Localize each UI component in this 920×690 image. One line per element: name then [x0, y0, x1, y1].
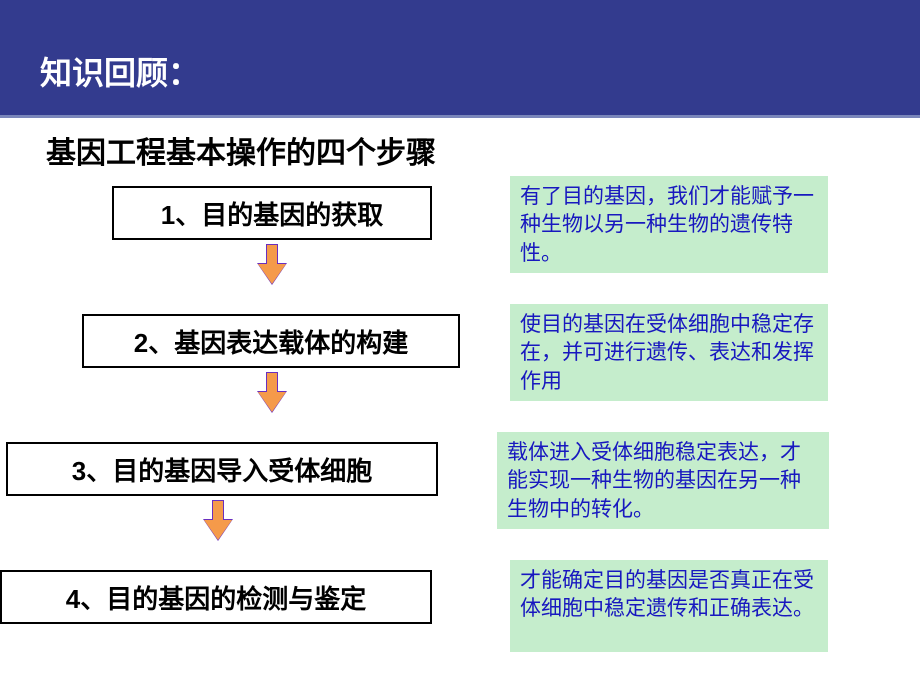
desc-box-3: 载体进入受体细胞稳定表达，才能实现一种生物的基因在另一种生物中的转化。 [497, 432, 829, 529]
desc-box-1: 有了目的基因，我们才能赋予一种生物以另一种生物的遗传特性。 [510, 176, 828, 273]
banner-title: 知识回顾： [40, 48, 920, 94]
step-box-4: 4、目的基因的检测与鉴定 [0, 570, 432, 624]
down-arrow-icon [206, 500, 230, 542]
desc-box-4: 才能确定目的基因是否真正在受体细胞中稳定遗传和正确表达。 [510, 560, 828, 652]
desc-text: 使目的基因在受体细胞中稳定存在，并可进行遗传、表达和发挥作用 [520, 312, 814, 393]
step-label: 4、目的基因的检测与鉴定 [66, 579, 366, 616]
page-subtitle: 基因工程基本操作的四个步骤 [46, 128, 920, 172]
desc-text: 载体进入受体细胞稳定表达，才能实现一种生物的基因在另一种生物中的转化。 [507, 440, 801, 521]
desc-text: 才能确定目的基因是否真正在受体细胞中稳定遗传和正确表达。 [520, 568, 814, 620]
step-box-1: 1、目的基因的获取 [112, 186, 432, 240]
step-label: 2、基因表达载体的构建 [134, 323, 408, 360]
step-label: 3、目的基因导入受体细胞 [72, 451, 372, 488]
step-label: 1、目的基因的获取 [161, 195, 383, 232]
down-arrow-icon [260, 244, 284, 286]
desc-box-2: 使目的基因在受体细胞中稳定存在，并可进行遗传、表达和发挥作用 [510, 304, 828, 401]
down-arrow-icon [260, 372, 284, 414]
desc-text: 有了目的基因，我们才能赋予一种生物以另一种生物的遗传特性。 [520, 184, 814, 265]
step-box-3: 3、目的基因导入受体细胞 [6, 442, 438, 496]
header-banner: 知识回顾： [0, 0, 920, 118]
step-box-2: 2、基因表达载体的构建 [82, 314, 460, 368]
